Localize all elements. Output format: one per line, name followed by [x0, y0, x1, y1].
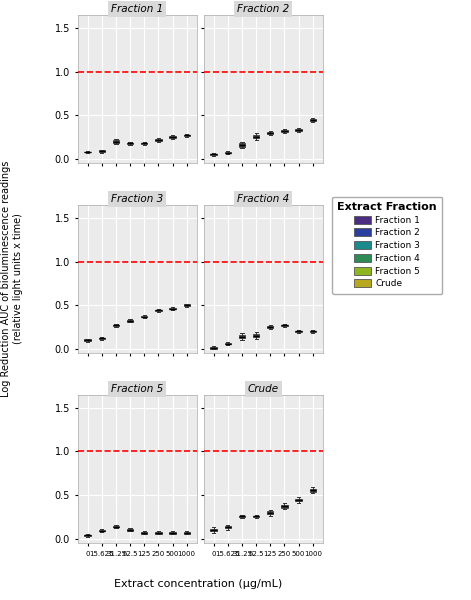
Title: Fraction 4: Fraction 4 — [237, 194, 289, 204]
PathPatch shape — [184, 532, 190, 533]
PathPatch shape — [281, 325, 288, 326]
PathPatch shape — [267, 132, 274, 134]
PathPatch shape — [184, 304, 190, 306]
PathPatch shape — [98, 151, 105, 152]
PathPatch shape — [113, 325, 119, 326]
PathPatch shape — [253, 135, 260, 139]
PathPatch shape — [281, 130, 288, 132]
PathPatch shape — [98, 530, 105, 532]
PathPatch shape — [211, 347, 217, 349]
PathPatch shape — [309, 331, 316, 332]
PathPatch shape — [211, 529, 217, 531]
PathPatch shape — [84, 340, 91, 341]
Legend: Fraction 1, Fraction 2, Fraction 3, Fraction 4, Fraction 5, Crude: Fraction 1, Fraction 2, Fraction 3, Frac… — [332, 197, 442, 294]
PathPatch shape — [155, 139, 162, 141]
PathPatch shape — [84, 535, 91, 536]
PathPatch shape — [239, 515, 245, 517]
PathPatch shape — [253, 515, 260, 517]
PathPatch shape — [239, 335, 245, 338]
PathPatch shape — [184, 134, 190, 136]
PathPatch shape — [127, 143, 133, 144]
Title: Fraction 5: Fraction 5 — [111, 384, 163, 394]
PathPatch shape — [267, 511, 274, 514]
PathPatch shape — [309, 489, 316, 491]
PathPatch shape — [170, 308, 176, 310]
PathPatch shape — [225, 526, 231, 529]
PathPatch shape — [309, 119, 316, 121]
PathPatch shape — [155, 310, 162, 311]
PathPatch shape — [267, 326, 274, 328]
PathPatch shape — [295, 331, 302, 332]
PathPatch shape — [225, 343, 231, 344]
PathPatch shape — [155, 532, 162, 533]
PathPatch shape — [281, 505, 288, 508]
PathPatch shape — [113, 140, 119, 143]
PathPatch shape — [211, 154, 217, 155]
PathPatch shape — [127, 529, 133, 530]
PathPatch shape — [141, 532, 147, 533]
PathPatch shape — [113, 526, 119, 527]
Text: Extract concentration (μg/mL): Extract concentration (μg/mL) — [114, 579, 282, 589]
PathPatch shape — [141, 143, 147, 144]
PathPatch shape — [239, 143, 245, 146]
PathPatch shape — [170, 532, 176, 533]
Title: Fraction 3: Fraction 3 — [111, 194, 163, 204]
PathPatch shape — [170, 136, 176, 138]
PathPatch shape — [253, 334, 260, 337]
Title: Fraction 2: Fraction 2 — [237, 4, 289, 14]
PathPatch shape — [295, 129, 302, 131]
Title: Fraction 1: Fraction 1 — [111, 4, 163, 14]
PathPatch shape — [98, 338, 105, 339]
PathPatch shape — [127, 320, 133, 322]
Title: Crude: Crude — [248, 384, 279, 394]
Text: Log Reduction AUC of bioluminescence readings
(relative light units x time): Log Reduction AUC of bioluminescence rea… — [1, 161, 23, 397]
PathPatch shape — [141, 316, 147, 317]
PathPatch shape — [225, 152, 231, 154]
PathPatch shape — [295, 499, 302, 501]
